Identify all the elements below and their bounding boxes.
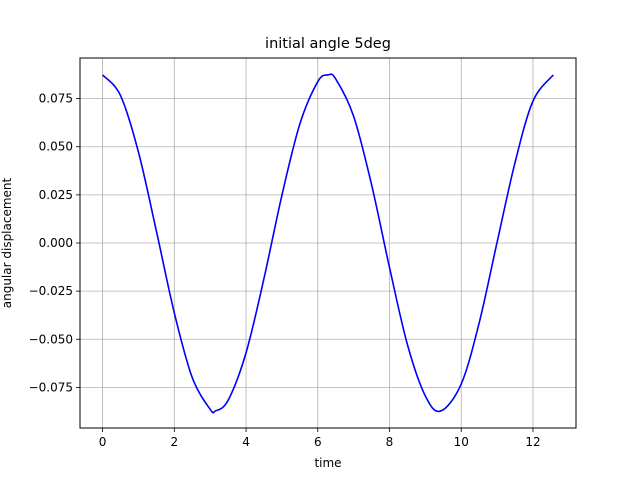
y-tick-label: −0.025: [29, 284, 73, 298]
x-tick-label: 8: [386, 435, 394, 449]
grid: [80, 58, 576, 428]
y-tick-label: −0.075: [29, 380, 73, 394]
y-tick-label: 0.025: [39, 188, 73, 202]
x-tick-label: 10: [454, 435, 469, 449]
x-axis: 0 2 4 6 8 10 12: [99, 428, 541, 449]
series-line: [101, 73, 554, 414]
x-tick-label: 6: [314, 435, 322, 449]
series-layer: [101, 73, 554, 414]
y-tick-label: 0.050: [39, 140, 73, 154]
y-tick-label: 0.075: [39, 92, 73, 106]
x-tick-label: 12: [525, 435, 540, 449]
y-tick-label: 0.000: [39, 236, 73, 250]
x-tick-label: 4: [242, 435, 250, 449]
x-tick-label: 0: [99, 435, 107, 449]
y-tick-label: −0.050: [29, 332, 73, 346]
y-axis: −0.075 −0.050 −0.025 0.000 0.025 0.050 0.075: [29, 92, 80, 394]
x-axis-label: time: [314, 456, 341, 470]
x-tick-label: 2: [171, 435, 179, 449]
y-axis-label: angular displacement: [0, 177, 14, 308]
chart-title: initial angle 5deg: [265, 36, 391, 52]
